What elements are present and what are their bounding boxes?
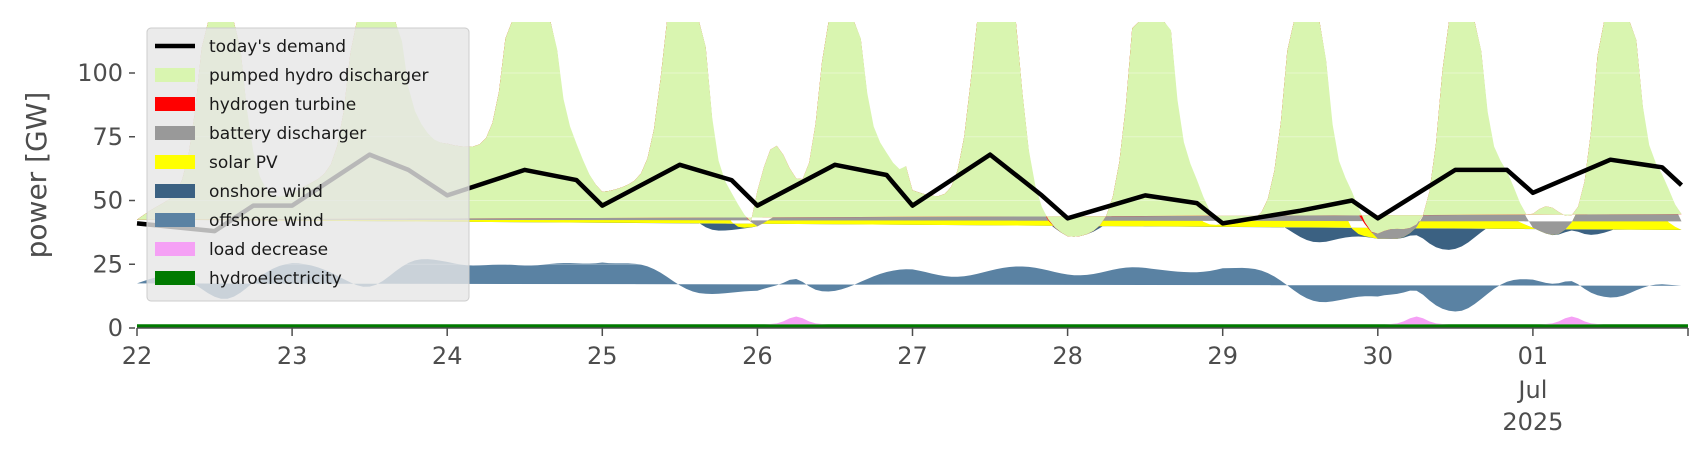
x-tick-label: 22	[122, 342, 153, 370]
legend-swatch	[155, 213, 195, 227]
y-tick-label: 0	[108, 314, 123, 342]
y-tick-label: 25	[92, 250, 123, 278]
legend-label: today's demand	[209, 37, 346, 57]
legend-swatch	[155, 184, 195, 198]
x-tick-label: 29	[1207, 342, 1238, 370]
x-tick-sublabel: 2025	[1502, 408, 1563, 436]
x-tick-label: 24	[432, 342, 463, 370]
legend-label: pumped hydro discharger	[209, 66, 428, 86]
legend-label: battery discharger	[209, 124, 366, 144]
x-tick-label: 25	[587, 342, 618, 370]
legend-label: hydrogen turbine	[209, 95, 356, 115]
y-tick-label: 75	[92, 123, 123, 151]
legend-label: solar PV	[209, 153, 278, 173]
y-tick-label: 50	[92, 187, 123, 215]
area-pumped-hydro-discharger	[137, 22, 1682, 237]
legend-swatch	[155, 271, 195, 285]
area-offshore-wind	[137, 259, 1682, 312]
legend: today's demand pumped hydro discharger hyd…	[146, 27, 470, 302]
x-tick-label: 01	[1518, 342, 1549, 370]
x-tick-label: 23	[277, 342, 308, 370]
x-tick-sublabel: Jul	[1516, 376, 1547, 404]
x-tick-label: 28	[1052, 342, 1083, 370]
area-hydroelectricity	[137, 324, 1688, 328]
x-axis: 22 23 24 25 26 27 28 29 30 01 Jul 2025	[122, 327, 1689, 436]
legend-label: load decrease	[209, 240, 328, 260]
x-tick-label: 30	[1363, 342, 1394, 370]
legend-swatch	[155, 242, 195, 256]
legend-box	[146, 27, 470, 302]
y-axis: 0 25 50 75 100	[77, 59, 135, 342]
legend-swatch	[155, 97, 195, 111]
legend-swatch	[155, 126, 195, 140]
legend-label: offshore wind	[209, 211, 324, 231]
stacked-areas	[137, 22, 1688, 328]
y-axis-label: power [GW]	[20, 92, 53, 259]
legend-label: onshore wind	[209, 182, 323, 202]
x-tick-label: 26	[742, 342, 773, 370]
x-tick-label: 27	[897, 342, 928, 370]
legend-label: hydroelectricity	[209, 269, 342, 289]
legend-swatch	[155, 68, 195, 82]
y-tick-label: 100	[77, 59, 123, 87]
area-load-decrease	[137, 316, 1688, 325]
legend-swatch	[155, 155, 195, 169]
